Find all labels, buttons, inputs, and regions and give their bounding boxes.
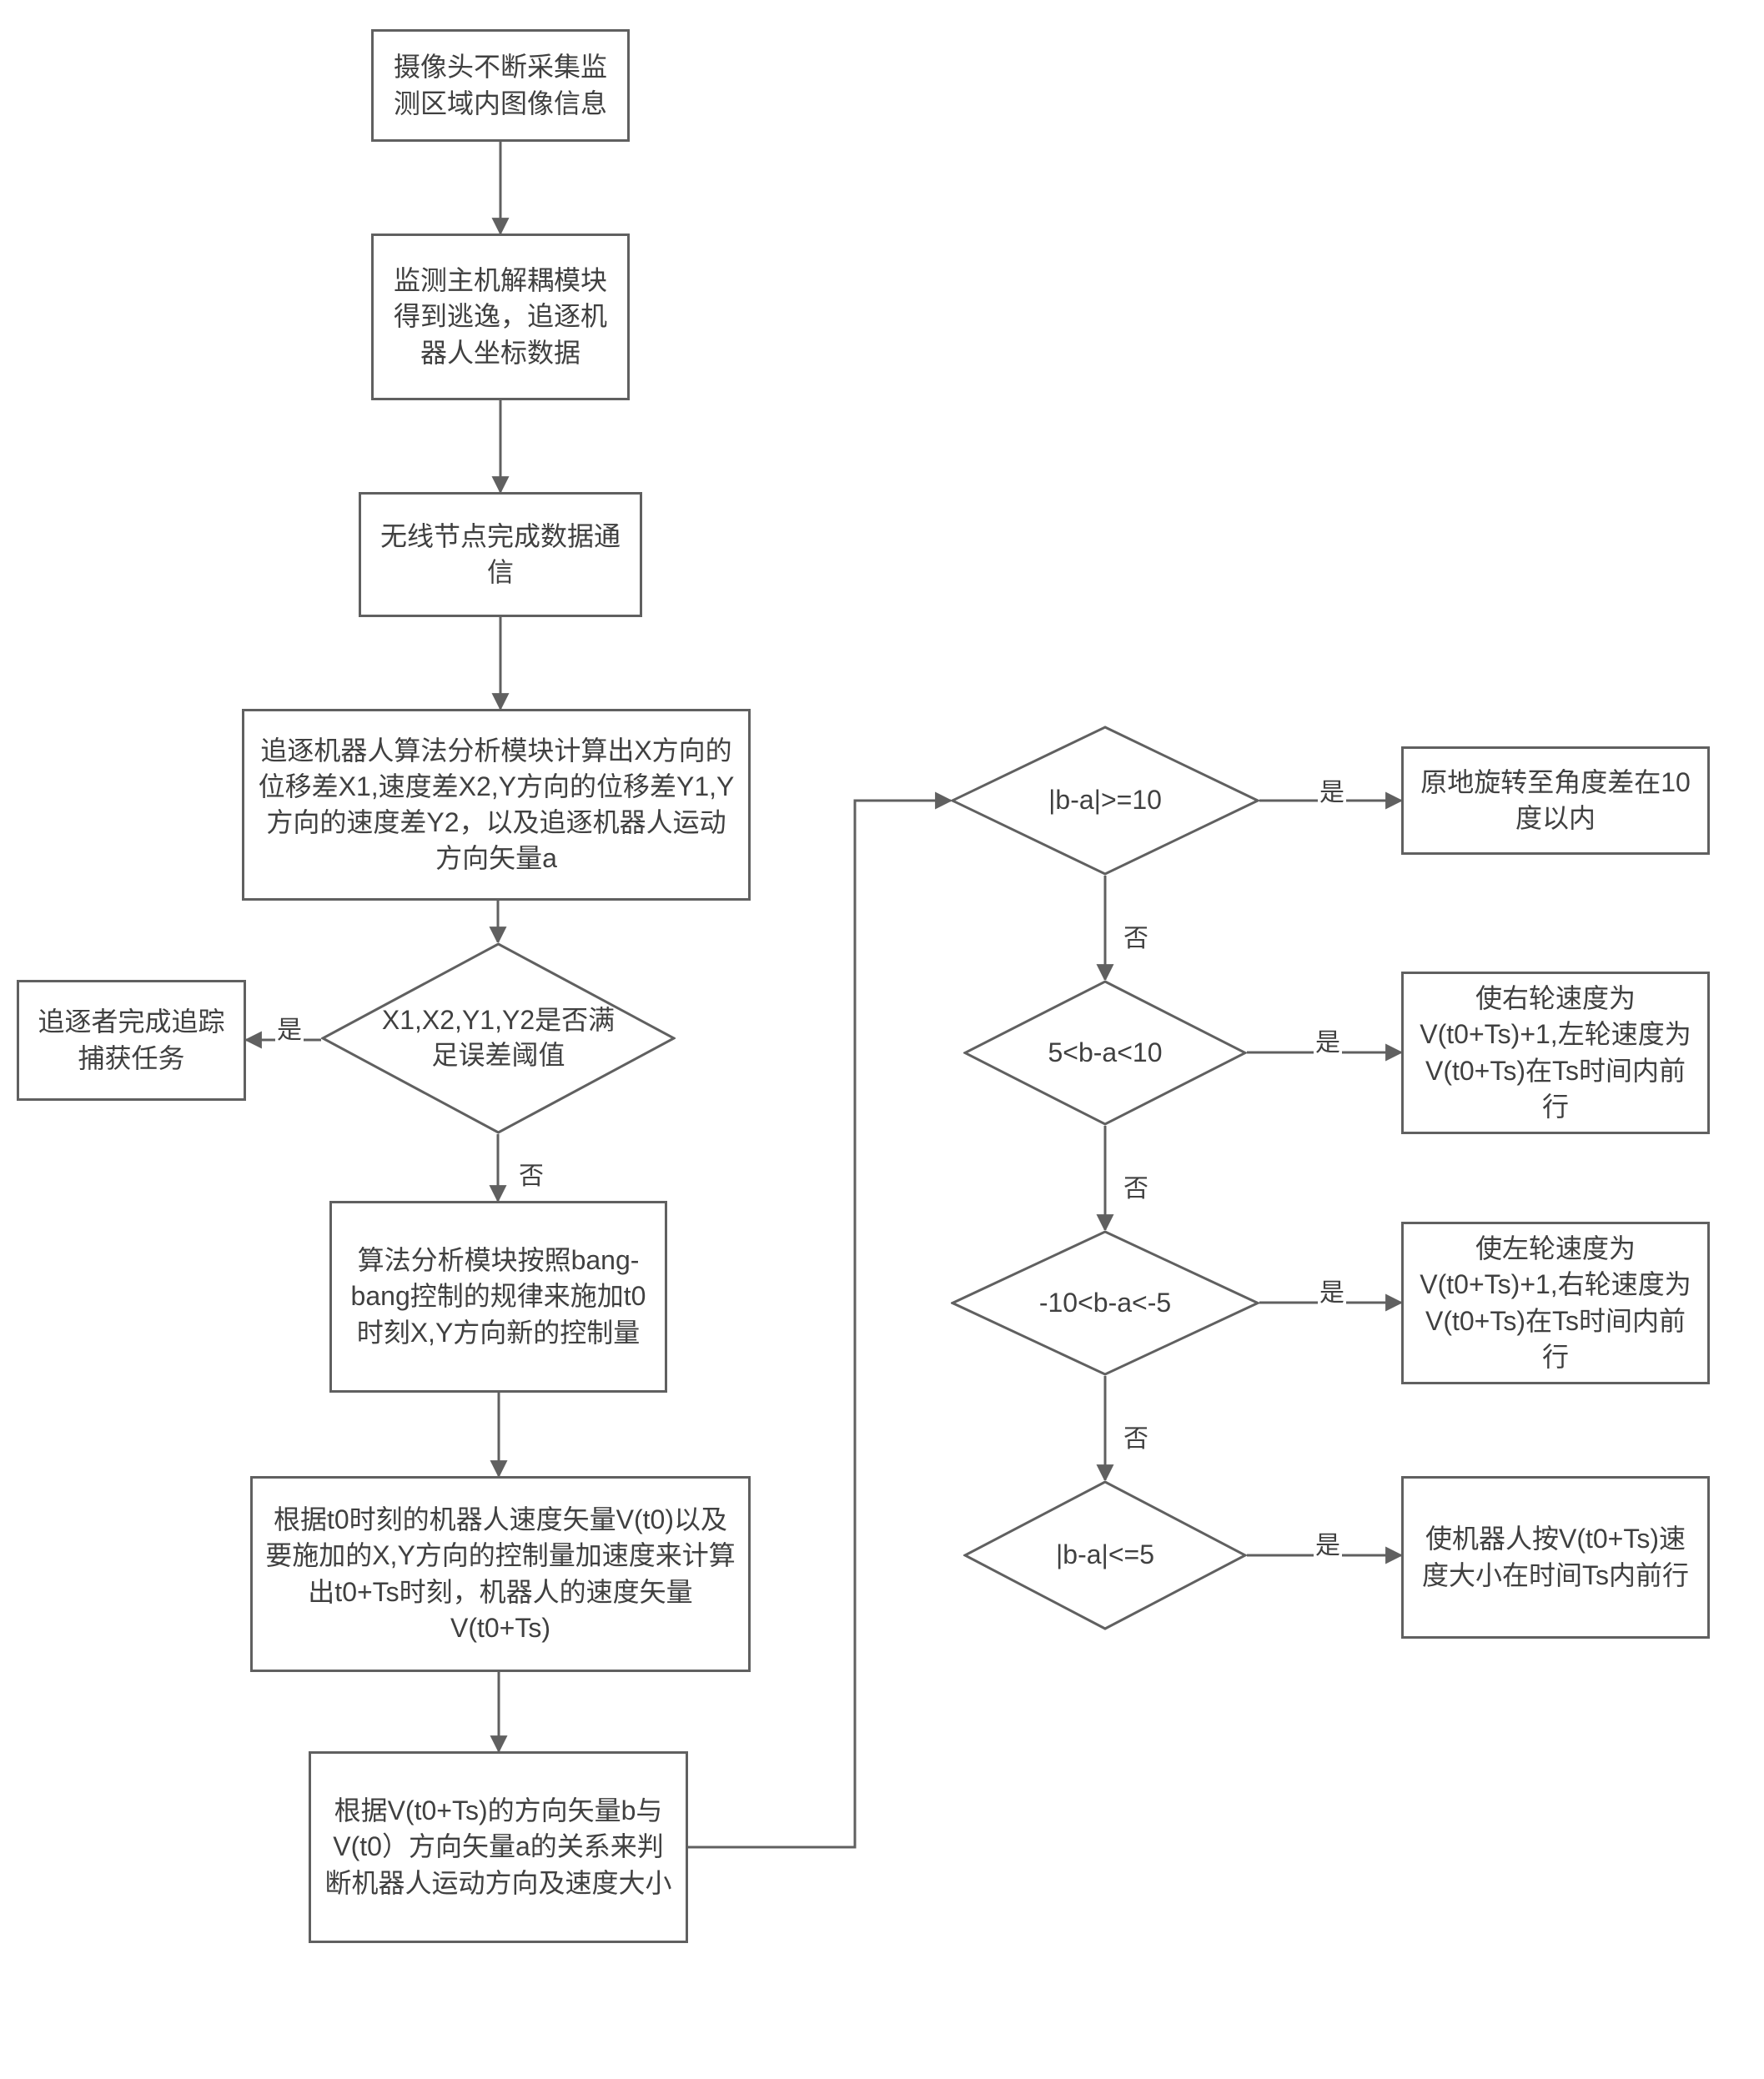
node-label: 监测主机解耦模块得到逃逸，追逐机器人坐标数据: [385, 263, 616, 371]
node-label: 使左轮速度为V(t0+Ts)+1,右轮速度为V(t0+Ts)在Ts时间内前行: [1415, 1231, 1696, 1375]
flow-node-n1: 摄像头不断采集监测区域内图像信息: [371, 29, 630, 142]
node-label: 摄像头不断采集监测区域内图像信息: [385, 49, 616, 121]
node-label: 无线节点完成数据通信: [373, 519, 628, 590]
flow-node-n3: 无线节点完成数据通信: [359, 492, 642, 617]
flow-node-r3: 使右轮速度为V(t0+Ts)+1,左轮速度为V(t0+Ts)在Ts时间内前行: [1401, 972, 1710, 1134]
edge-label: 是: [1318, 1272, 1346, 1308]
flow-node-n6: 算法分析模块按照bang-bang控制的规律来施加t0时刻X,Y方向新的控制量: [329, 1201, 667, 1393]
decision-label: -10<b-a<-5: [1033, 1286, 1178, 1321]
node-label: 使右轮速度为V(t0+Ts)+1,左轮速度为V(t0+Ts)在Ts时间内前行: [1415, 981, 1696, 1125]
flow-decision-d1: X1,X2,Y1,Y2是否满足误差阈值: [321, 942, 676, 1134]
flow-decision-d4: -10<b-a<-5: [951, 1230, 1259, 1376]
node-label: 根据V(t0+Ts)的方向矢量b与V(t0）方向矢量a的关系来判断机器人运动方向…: [323, 1793, 674, 1901]
node-label: 追逐机器人算法分析模块计算出X方向的位移差X1,速度差X2,Y方向的位移差Y1,…: [256, 733, 736, 877]
decision-label: |b-a|>=10: [1042, 783, 1168, 818]
flow-node-r2: 原地旋转至角度差在10度以内: [1401, 746, 1710, 855]
node-label: 原地旋转至角度差在10度以内: [1415, 765, 1696, 836]
flow-node-n7: 根据t0时刻的机器人速度矢量V(t0)以及要施加的X,Y方向的控制量加速度来计算…: [250, 1476, 751, 1672]
edge-label: 否: [517, 1155, 545, 1192]
edge-label: 否: [1122, 1168, 1150, 1204]
node-label: 根据t0时刻的机器人速度矢量V(t0)以及要施加的X,Y方向的控制量加速度来计算…: [264, 1502, 736, 1646]
flow-node-r5: 使机器人按V(t0+Ts)速度大小在时间Ts内前行: [1401, 1476, 1710, 1639]
flow-node-n2: 监测主机解耦模块得到逃逸，追逐机器人坐标数据: [371, 234, 630, 400]
flow-decision-d3: 5<b-a<10: [963, 980, 1247, 1126]
flow-node-n5: 追逐者完成追踪捕获任务: [17, 980, 246, 1101]
edge-label: 否: [1122, 917, 1150, 954]
node-label: 使机器人按V(t0+Ts)速度大小在时间Ts内前行: [1415, 1521, 1696, 1593]
edge-label: 是: [1318, 771, 1346, 808]
flow-decision-d5: |b-a|<=5: [963, 1480, 1247, 1630]
edge-label: 是: [275, 1009, 304, 1046]
flow-decision-d2: |b-a|>=10: [951, 726, 1259, 876]
decision-label: |b-a|<=5: [1049, 1538, 1161, 1573]
decision-label: X1,X2,Y1,Y2是否满足误差阈值: [374, 1003, 623, 1072]
edge-label: 是: [1314, 1022, 1342, 1058]
node-label: 追逐者完成追踪捕获任务: [31, 1004, 232, 1076]
edge-label: 是: [1314, 1524, 1342, 1561]
node-label: 算法分析模块按照bang-bang控制的规律来施加t0时刻X,Y方向新的控制量: [344, 1243, 653, 1351]
flow-node-n8: 根据V(t0+Ts)的方向矢量b与V(t0）方向矢量a的关系来判断机器人运动方向…: [309, 1751, 688, 1943]
decision-label: 5<b-a<10: [1041, 1036, 1168, 1071]
flow-node-n4: 追逐机器人算法分析模块计算出X方向的位移差X1,速度差X2,Y方向的位移差Y1,…: [242, 709, 751, 901]
edge-label: 否: [1122, 1418, 1150, 1454]
flowchart-canvas: 是否是否是否是否是摄像头不断采集监测区域内图像信息监测主机解耦模块得到逃逸，追逐…: [0, 0, 1764, 2079]
flow-node-r4: 使左轮速度为V(t0+Ts)+1,右轮速度为V(t0+Ts)在Ts时间内前行: [1401, 1222, 1710, 1384]
